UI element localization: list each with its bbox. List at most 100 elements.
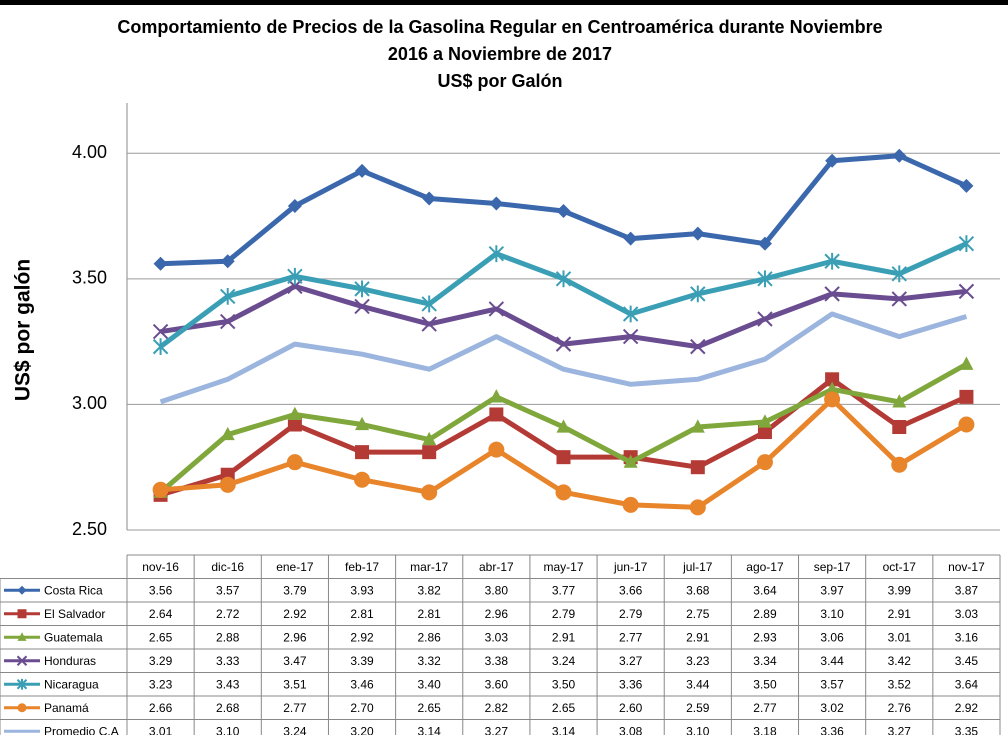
marker (220, 313, 236, 330)
table-cell: 3.10 (686, 724, 710, 735)
marker (556, 450, 571, 465)
table-cell: 2.96 (485, 607, 509, 621)
marker (17, 609, 27, 619)
marker (555, 270, 572, 288)
marker (958, 416, 975, 433)
marker (287, 198, 302, 213)
table-cell: 3.39 (350, 654, 374, 668)
table-cell: 3.23 (686, 654, 710, 668)
y-tick-label: 3.00 (72, 393, 107, 413)
marker (286, 454, 303, 471)
table-cell: 2.70 (350, 701, 374, 715)
marker (556, 419, 571, 433)
table-cell: 2.77 (619, 630, 643, 644)
table-cell: 3.42 (888, 654, 912, 668)
marker (959, 178, 974, 193)
marker (421, 295, 437, 313)
marker (421, 484, 438, 501)
series-line (159, 376, 968, 498)
table-cell: 2.81 (418, 607, 442, 621)
marker (958, 283, 975, 300)
marker (422, 191, 437, 206)
table-cell: 3.01 (149, 724, 173, 735)
table-cell: 3.51 (283, 677, 307, 691)
marker (489, 407, 504, 422)
marker (892, 148, 907, 163)
marker (153, 256, 168, 271)
marker (556, 204, 571, 219)
marker (959, 389, 974, 404)
marker (220, 426, 235, 441)
table-cell: 2.77 (283, 701, 307, 715)
table-cell: 3.18 (753, 724, 777, 735)
table-cell: 3.03 (485, 630, 509, 644)
marker (757, 270, 773, 288)
marker (16, 655, 28, 666)
table-cell: 3.40 (418, 677, 442, 691)
table-cell: 2.91 (888, 607, 912, 621)
marker (623, 231, 638, 246)
table-cell: 2.72 (216, 607, 240, 621)
marker (756, 454, 773, 471)
chart-title: Comportamiento de Precios de la Gasolina… (117, 17, 882, 37)
table-cell: 2.93 (753, 630, 777, 644)
marker (17, 703, 27, 713)
marker (891, 265, 907, 283)
table-cell: 3.46 (350, 677, 374, 691)
marker (422, 445, 437, 460)
table-cell: 2.65 (149, 630, 173, 644)
table-cell: 2.68 (216, 701, 240, 715)
table-cell: 2.65 (552, 701, 576, 715)
table-cell: 2.64 (149, 607, 173, 621)
marker (220, 254, 235, 269)
x-tick-label: ago-17 (746, 560, 784, 574)
table-cell: 3.38 (485, 654, 509, 668)
marker (488, 245, 505, 263)
table-cell: 3.27 (619, 654, 643, 668)
table-cell: 2.89 (753, 607, 777, 621)
table-cell: 2.82 (485, 701, 509, 715)
marker (622, 328, 639, 345)
table-cell: 3.99 (888, 583, 912, 597)
table-cell: 3.20 (350, 724, 374, 735)
marker (219, 476, 236, 493)
marker (891, 456, 908, 473)
table-cell: 3.36 (619, 677, 643, 691)
table-cell: 3.43 (216, 677, 240, 691)
table-cell: 3.97 (820, 583, 844, 597)
table-cell: 3.79 (283, 583, 307, 597)
table-cell: 3.44 (820, 654, 844, 668)
table-cell: 2.60 (619, 701, 643, 715)
marker (555, 336, 572, 352)
table-cell: 2.66 (149, 701, 173, 715)
table-cell: 2.65 (418, 701, 442, 715)
marker (825, 153, 840, 168)
table-cell: 3.27 (888, 724, 912, 735)
series-line (159, 311, 968, 405)
marker (690, 285, 706, 303)
x-tick-label: ene-17 (276, 560, 314, 574)
marker (488, 301, 505, 317)
table-cell: 2.79 (552, 607, 576, 621)
legend-label: Costa Rica (44, 583, 103, 597)
x-tick-label: jul-17 (682, 560, 713, 574)
legend-label: Panamá (44, 701, 89, 715)
y-axis-label: US$ por galón (12, 259, 35, 401)
marker (17, 585, 27, 595)
legend-label: Promedio C.A (44, 724, 119, 735)
legend-label: Guatemala (44, 630, 103, 644)
x-tick-label: feb-17 (345, 560, 379, 574)
marker (354, 280, 370, 298)
x-tick-label: mar-17 (410, 560, 448, 574)
table-cell: 3.64 (753, 583, 777, 597)
table-cell: 3.14 (418, 724, 442, 735)
table-cell: 3.33 (216, 654, 240, 668)
table-cell: 2.76 (888, 701, 912, 715)
marker (689, 499, 706, 516)
marker (622, 305, 639, 323)
chart-subtitle: US$ por Galón (437, 71, 562, 91)
table-cell: 2.81 (350, 607, 374, 621)
table-cell: 3.45 (955, 654, 979, 668)
marker (623, 454, 638, 468)
table-cell: 2.88 (216, 630, 240, 644)
